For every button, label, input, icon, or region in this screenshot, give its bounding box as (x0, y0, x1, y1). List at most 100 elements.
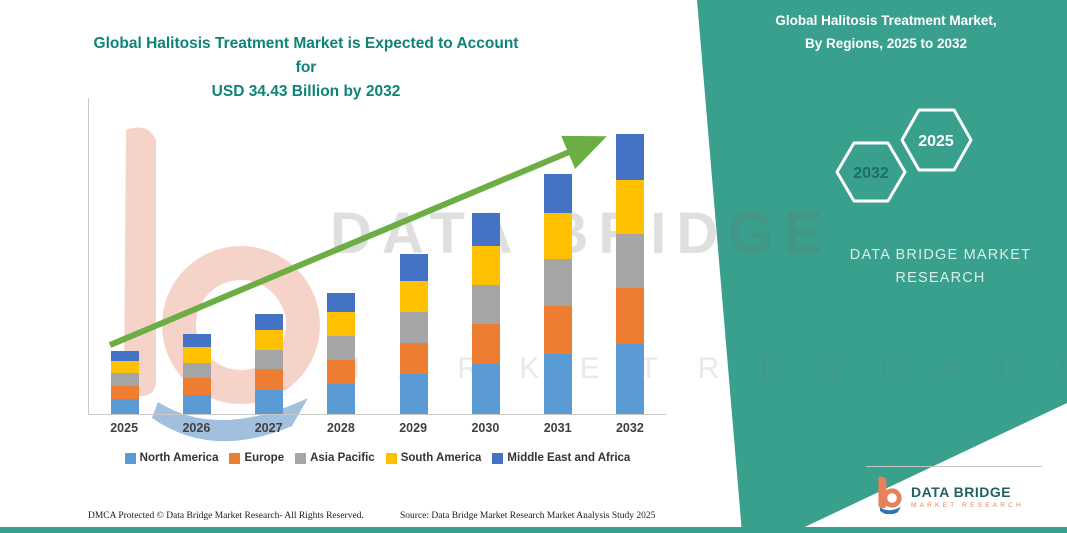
bar-segment (471, 363, 500, 414)
bar-segment (615, 288, 644, 345)
bar-segment (543, 213, 572, 260)
bar-segment (255, 349, 284, 370)
x-axis-label: 2025 (110, 421, 139, 435)
bar-segment (471, 284, 500, 324)
x-axis-label: 2029 (399, 421, 428, 435)
hexagon-2032-label: 2032 (853, 165, 889, 182)
bar-stack (471, 213, 500, 414)
bar-segment (471, 323, 500, 364)
bar-segment (183, 334, 212, 348)
chart-title: Global Halitosis Treatment Market is Exp… (88, 32, 524, 104)
bar-segment (255, 369, 284, 390)
bar-segment (327, 292, 356, 313)
bar-segment (543, 305, 572, 354)
legend-swatch (385, 452, 397, 464)
bar-segment (543, 174, 572, 214)
bar-stack (111, 351, 140, 414)
bar-segment (615, 134, 644, 180)
side-panel-brand-text: DATA BRIDGE MARKET RESEARCH (838, 244, 1043, 290)
bar-segment (471, 213, 500, 246)
legend-swatch (124, 452, 136, 464)
bar-segment (111, 398, 140, 414)
bar-segment (183, 394, 212, 414)
chart-title-line1: Global Halitosis Treatment Market is Exp… (93, 35, 519, 77)
bar-stack (327, 292, 356, 414)
legend-item: North America (124, 452, 219, 464)
hexagon-2025-label: 2025 (918, 133, 954, 150)
databridge-logo-icon (872, 474, 904, 519)
logo-divider-line (866, 466, 1042, 467)
bar-segment (399, 374, 428, 414)
bar-stack (615, 134, 644, 414)
bar-stack (255, 314, 284, 414)
watermark-text-market-research: M A R K E T R E S E A R C H (335, 352, 1067, 385)
bar-segment (111, 373, 140, 386)
bar-segment (399, 311, 428, 343)
legend-label: South America (400, 452, 482, 464)
bar-column-2030 (469, 213, 503, 414)
bar-column-2026 (180, 334, 214, 414)
footer-source-text: Source: Data Bridge Market Research Mark… (400, 511, 656, 521)
bar-group (89, 98, 666, 414)
bar-segment (615, 179, 644, 234)
databridge-logo: DATA BRIDGE MARKET RESEARCH (872, 474, 1024, 519)
bar-column-2028 (324, 292, 358, 414)
legend-label: North America (139, 452, 219, 464)
bar-column-2031 (541, 174, 575, 414)
side-panel-brand-line1: DATA BRIDGE MARKET (849, 247, 1032, 263)
bar-segment (543, 259, 572, 306)
bar-segment (183, 362, 212, 379)
bar-segment (111, 351, 140, 362)
legend-swatch (492, 452, 504, 464)
hexagon-2025 (900, 108, 973, 172)
bar-segment (111, 361, 140, 374)
legend-swatch (295, 452, 307, 464)
x-axis-label: 2031 (543, 421, 572, 435)
legend-item: Europe (229, 452, 284, 464)
bar-segment (543, 353, 572, 414)
bar-segment (183, 347, 212, 363)
legend-label: Middle East and Africa (507, 452, 631, 464)
hexagon-2032 (835, 141, 907, 203)
bar-segment (327, 335, 356, 360)
databridge-logo-name: DATA BRIDGE (911, 484, 1012, 500)
bar-segment (399, 280, 428, 312)
plot-area (88, 98, 666, 415)
bar-column-2025 (108, 351, 142, 414)
side-panel-heading-line2: By Regions, 2025 to 2032 (804, 35, 968, 51)
legend-swatch (229, 452, 241, 464)
side-panel-heading: Global Halitosis Treatment Market, By Re… (712, 10, 1060, 56)
bar-column-2029 (397, 253, 431, 414)
x-axis-label: 2028 (326, 421, 355, 435)
bar-segment (471, 245, 500, 285)
chart-legend: North America Europe Asia Pacific South Ame… (80, 452, 675, 464)
x-axis-label: 2027 (254, 421, 283, 435)
bar-column-2032 (613, 134, 647, 414)
x-axis-labels: 2025 2026 2027 2028 2029 2030 2031 2032 (88, 421, 666, 435)
bar-segment (255, 389, 284, 414)
bar-segment (327, 312, 356, 336)
bar-segment (183, 378, 212, 395)
bar-stack (543, 174, 572, 414)
databridge-logo-subtitle: MARKET RESEARCH (911, 502, 1024, 509)
x-axis-label: 2026 (182, 421, 211, 435)
bar-segment (399, 253, 428, 281)
legend-item: Middle East and Africa (492, 452, 630, 464)
x-axis-label: 2032 (615, 421, 644, 435)
bar-stack (399, 253, 428, 414)
year-hexagons: 2032 2025 (815, 100, 990, 220)
bar-segment (615, 344, 644, 414)
bar-segment (255, 330, 284, 350)
chart-title-line2: USD 34.43 Billion by 2032 (211, 83, 401, 101)
bar-column-2027 (252, 314, 286, 414)
side-panel-heading-line1: Global Halitosis Treatment Market, (775, 13, 997, 28)
bar-segment (399, 342, 428, 375)
footer-dmca-text: DMCA Protected © Data Bridge Market Rese… (88, 511, 364, 521)
bar-segment (255, 314, 284, 331)
legend-item: South America (385, 452, 482, 464)
bar-segment (111, 385, 140, 399)
x-axis-label: 2030 (471, 421, 500, 435)
bar-segment (327, 383, 356, 414)
bottom-accent-strip (0, 527, 1067, 533)
